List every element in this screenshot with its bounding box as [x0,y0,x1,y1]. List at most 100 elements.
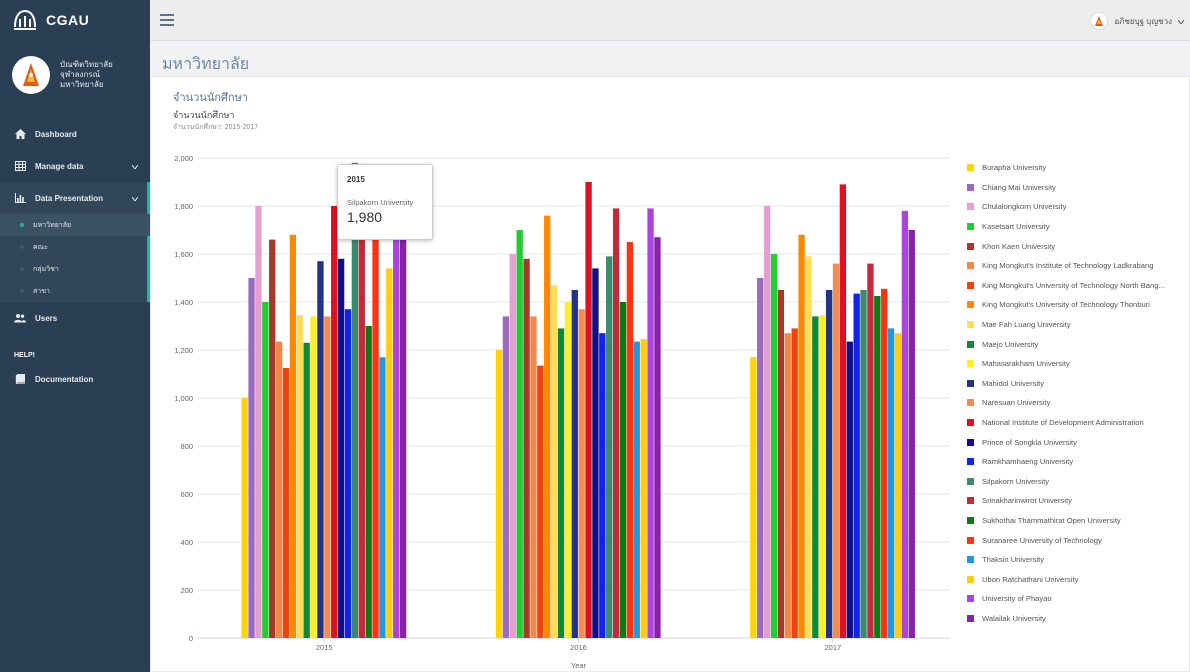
legend-item[interactable]: Khon Kaen University [967,236,1165,256]
legend-item[interactable]: Chulalongkorn University [967,197,1165,217]
legend-item[interactable]: Naresuan University [967,393,1165,413]
legend-swatch [967,458,974,466]
legend-swatch [967,477,974,485]
legend-item[interactable]: Suranaree University of Technology [967,530,1165,550]
bar [825,290,833,638]
y-tick-label: 1,200 [174,346,193,355]
legend-label: Chiang Mai University [982,182,1056,192]
legend-item[interactable]: Srinakharinwirot University [967,491,1165,511]
legend-item[interactable]: National Institute of Development Admini… [967,413,1165,433]
chart-subtitle: จำนวนนักศึกษา: 2015-2017 [173,124,259,131]
legend-swatch [967,379,974,387]
legend-item[interactable]: Sukhothai Thammathirat Open University [967,511,1165,531]
sidebar-item-documentation[interactable]: Documentation [0,363,150,395]
top-navbar: อภิชยบุฐ บุญชวง [150,0,1190,41]
sidebar-item-users[interactable]: Users [0,302,150,334]
chart-tooltip: 2015 Silpakorn University 1,980 [337,164,433,240]
sidebar-item-label: Manage data [35,161,84,171]
legend-item[interactable]: Mahasarakham University [967,354,1165,374]
menu-toggle-icon[interactable] [160,13,174,31]
y-tick-label: 1,000 [174,394,193,403]
avatar[interactable] [12,56,50,94]
bar [606,256,613,638]
sidebar-nav: Dashboard Manage data Data Presentation … [0,118,150,334]
bar [633,341,640,638]
legend-item[interactable]: King Mongkut's University of Technology … [967,295,1165,315]
legend-label: Maejo University [982,339,1039,349]
legend-item[interactable]: King Mongkut's Institute of Technology L… [967,256,1165,276]
legend-swatch [967,203,974,211]
legend-label: Prince of Songkla University [982,437,1077,447]
brand[interactable]: CGAU [0,0,150,40]
legend-item[interactable]: Chiang Mai University [967,178,1165,198]
legend-label: Suranaree University of Technology [982,535,1102,545]
bar [585,182,592,638]
legend-item[interactable]: Walailak University [967,609,1165,629]
bar [399,225,407,638]
chevron-down-icon [1177,17,1185,26]
bar [550,285,558,638]
legend-item[interactable]: Ubon Ratchathani University [967,569,1165,589]
bar [241,398,248,638]
sidebar-item-dashboard[interactable]: Dashboard [0,118,150,150]
bar [386,268,393,638]
sidebar-item-data-presentation[interactable]: Data Presentation [0,182,150,214]
legend-item[interactable]: University of Phayao [967,589,1165,609]
bar [777,290,785,638]
university-emblem-icon [23,63,39,86]
bar [881,288,888,638]
legend-item[interactable]: Ramkhamhaeng University [967,452,1165,472]
legend-item[interactable]: Mahidol University [967,374,1165,394]
bar [324,316,331,638]
bar [248,278,255,638]
legend-item[interactable]: Mae Fah Luang University [967,315,1165,335]
bar [791,328,798,638]
legend-item[interactable]: Kasetsart University [967,217,1165,237]
sidebar-item-manage-data[interactable]: Manage data [0,150,150,182]
subnav-item-faculty[interactable]: คณะ [0,236,150,258]
legend-swatch [967,360,974,368]
bar-chart: 0 200 400 600 800 1,000 1,200 1,400 1,600 1,800 2,… [174,154,950,670]
legend-item[interactable]: King Mongkut's University of Technology … [967,276,1165,296]
subnav-item-subject-group[interactable]: กลุ่มวิชา [0,258,150,280]
legend-label: Thaksin University [982,555,1045,565]
legend-item[interactable]: Maejo University [967,334,1165,354]
user-menu[interactable]: อภิชยบุฐ บุญชวง [1090,12,1185,30]
bullet-icon [20,289,24,293]
legend-label: King Mongkut's Institute of Technology L… [982,261,1154,271]
legend-label: Chulalongkorn University [982,202,1067,212]
legend-label: National Institute of Development Admini… [982,418,1144,428]
bar [317,261,324,638]
legend-item[interactable]: Thaksin University [967,550,1165,570]
bar [344,309,352,638]
book-icon [14,374,26,384]
tooltip-series: Silpakorn University [347,198,414,207]
sidebar-item-label: Documentation [35,374,94,384]
bar [757,278,764,638]
bar [654,237,661,638]
bar [358,189,365,638]
home-icon [14,129,26,139]
legend-item[interactable]: Prince of Songkla University [967,432,1165,452]
x-tick-label: 2016 [570,643,587,652]
subnav-item-university[interactable]: มหาวิทยาลัย [0,214,150,236]
legend-item[interactable]: Silpakorn University [967,472,1165,492]
bar [812,316,819,638]
y-tick-label: 600 [180,490,193,499]
bar [495,350,503,638]
data-presentation-submenu: มหาวิทยาลัย คณะ กลุ่มวิชา สาขา [0,214,150,302]
bar [626,242,634,638]
bar [289,234,297,639]
legend-label: Silpakorn University [982,476,1050,486]
legend-swatch [967,399,974,407]
x-axis-label: Year [571,661,587,670]
legend-item[interactable]: Burapha University [967,158,1165,178]
bar [619,302,627,638]
subnav-item-major[interactable]: สาขา [0,280,150,302]
chart-title: จำนวนนักศึกษา [173,110,235,120]
legend-label: Mahidol University [982,378,1045,388]
x-tick-label: 2015 [316,643,333,652]
bar [770,254,778,638]
legend-label: Mae Fah Luang University [982,320,1071,330]
cgau-logo-icon [12,7,38,33]
